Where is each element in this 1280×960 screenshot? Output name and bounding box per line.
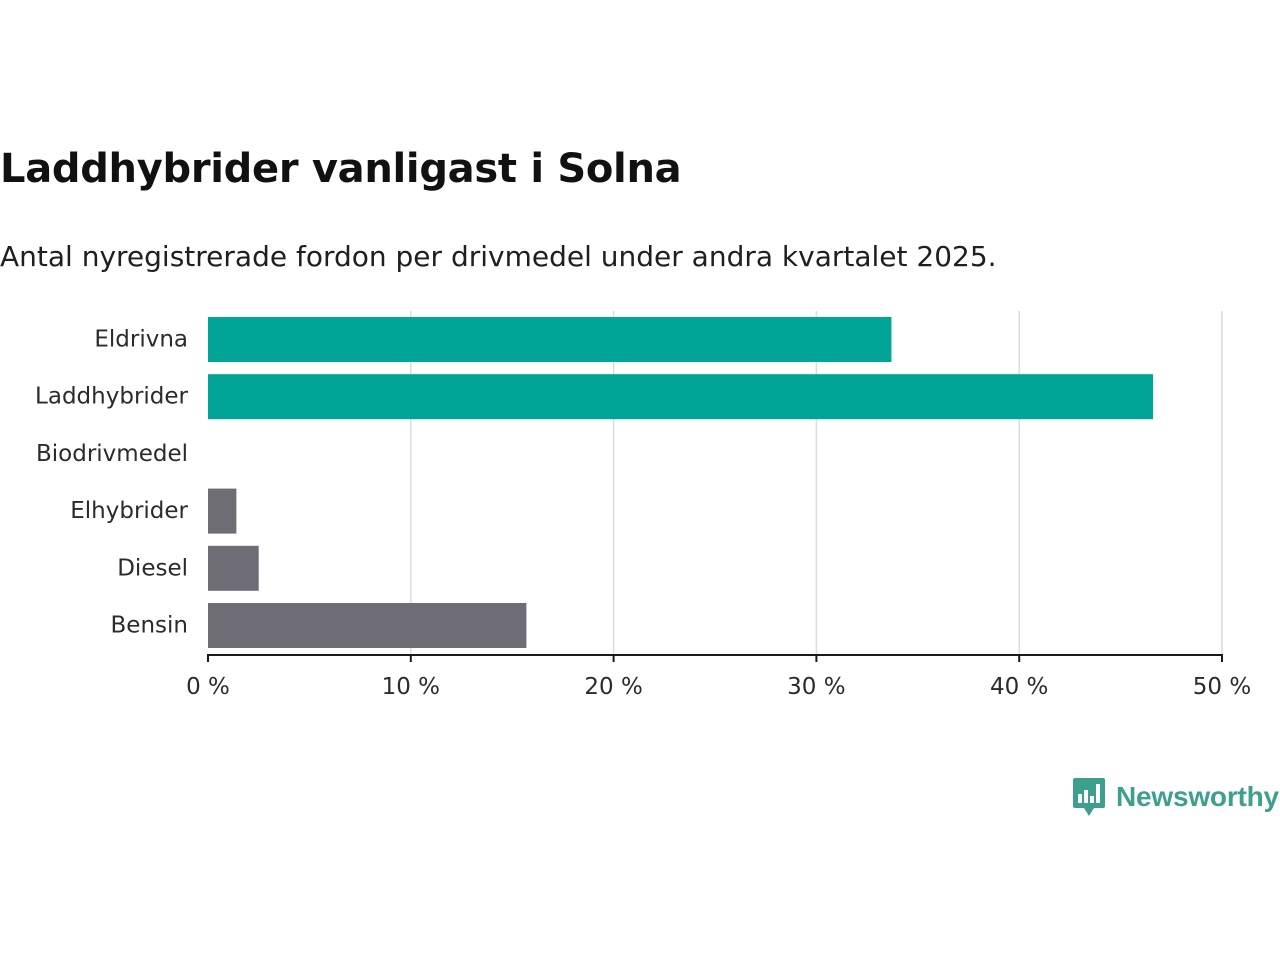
bar-diesel (208, 545, 259, 591)
category-label: Eldrivna (94, 327, 188, 353)
x-tick-label: 0 % (186, 674, 230, 700)
x-tick-label: 10 % (382, 674, 440, 700)
category-label: Elhybrider (70, 498, 188, 524)
chart-title: Laddhybrider vanligast i Solna (0, 146, 682, 192)
category-label: Laddhybrider (35, 384, 188, 410)
newsworthy-logo-text: Newsworthy (1116, 781, 1279, 812)
category-labels: Eldrivna Laddhybrider Biodrivmedel Elhybrid… (35, 327, 188, 639)
bars (208, 317, 1154, 648)
x-tick-label: 50 % (1193, 674, 1251, 700)
category-label: Diesel (117, 555, 188, 581)
newsworthy-logo-icon (1073, 778, 1105, 816)
bar-bensin (208, 603, 527, 648)
grid-lines (410, 311, 1223, 655)
x-tick-label: 20 % (584, 674, 642, 700)
bar-laddhybrider (208, 374, 1154, 420)
newsworthy-logo: Newsworthy (1072, 776, 1279, 818)
category-label: Biodrivmedel (36, 441, 188, 467)
chart-subtitle: Antal nyregistrerade fordon per drivmede… (0, 240, 997, 273)
x-tick-label: 30 % (787, 674, 845, 700)
x-tick-label: 40 % (990, 674, 1048, 700)
category-label: Bensin (111, 613, 188, 639)
x-axis: 0 % 10 % 20 % 30 % 40 % 50 % (186, 654, 1251, 700)
bar-elhybrider (208, 488, 237, 534)
bar-eldrivna (208, 317, 892, 362)
